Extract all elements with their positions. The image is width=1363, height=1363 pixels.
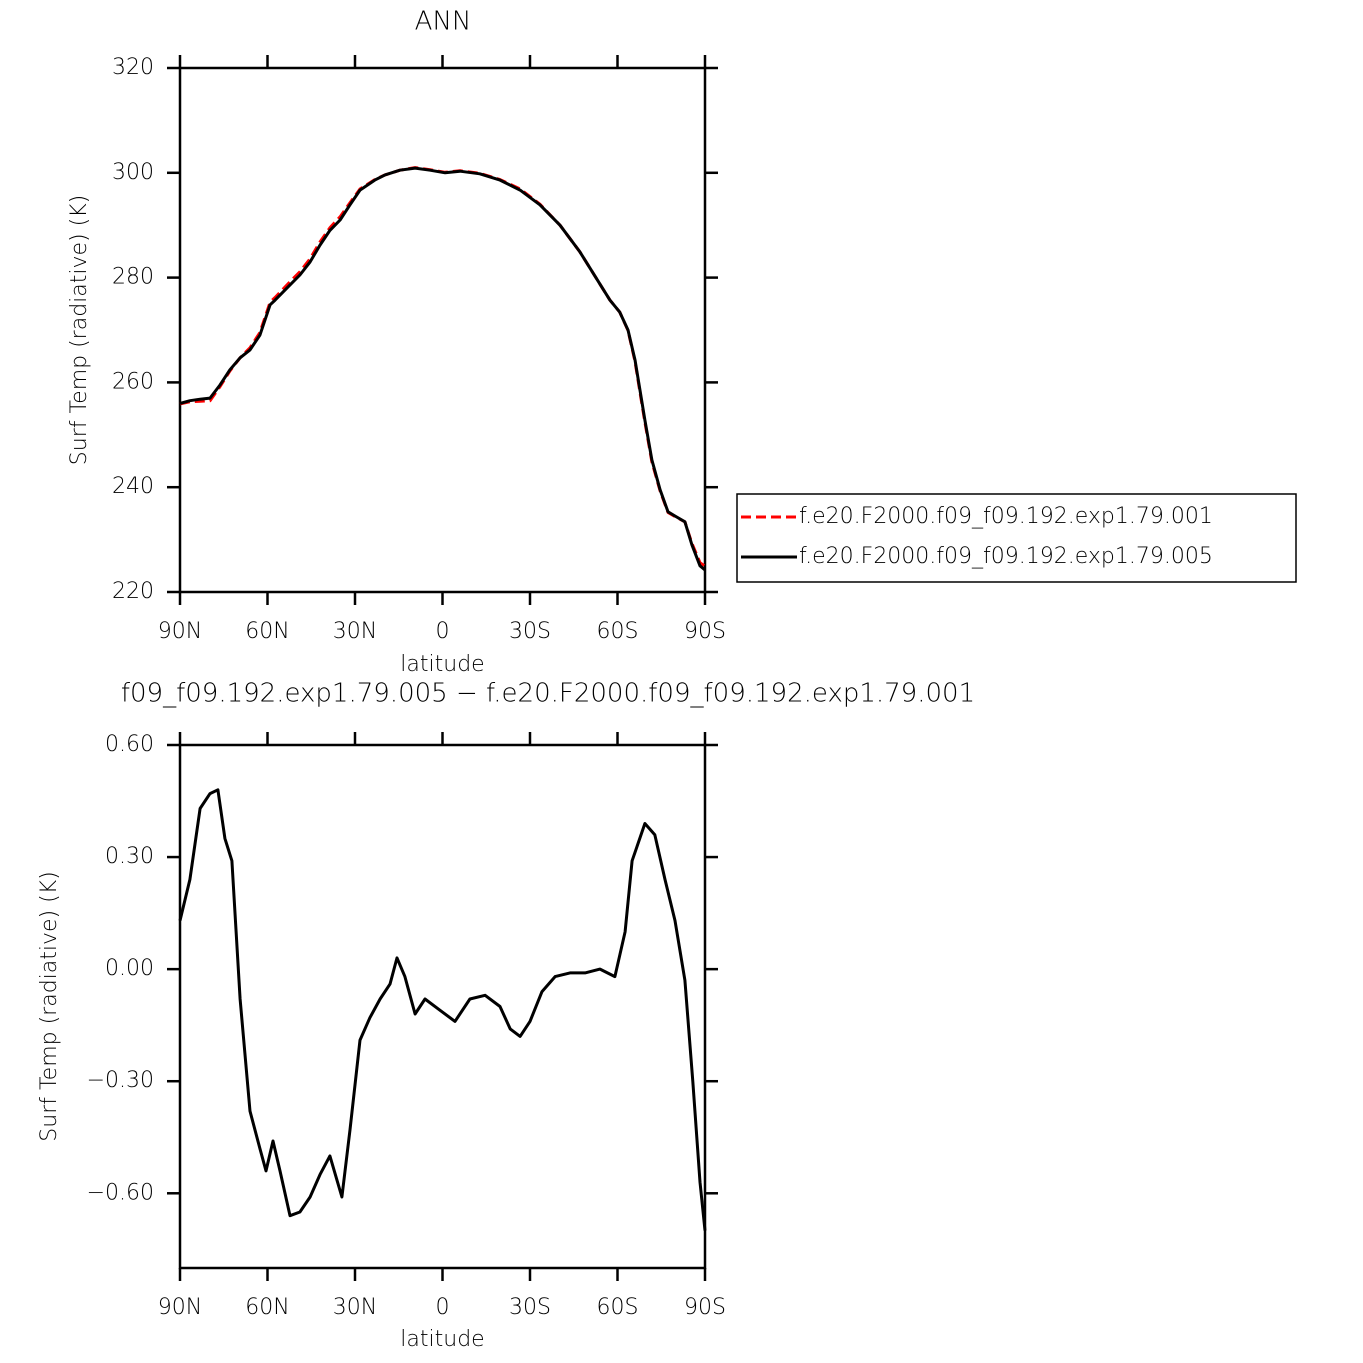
y-tick-label: 0.30 (105, 844, 154, 869)
chart-title: ANN (415, 7, 472, 37)
x-tick-label: 90S (684, 619, 726, 644)
y-tick-label: −0.60 (87, 1180, 154, 1205)
y-tick-label: 300 (112, 160, 154, 185)
x-tick-label: 60S (597, 1295, 639, 1320)
y-tick-label: 280 (112, 265, 154, 290)
chart-title: f09_f09.192.exp1.79.005 − f.e20.F2000.f0… (121, 679, 975, 709)
y-tick-label: 0.60 (105, 732, 154, 757)
x-tick-label: 0 (436, 619, 450, 644)
legend-label: f.e20.F2000.f09_f09.192.exp1.79.001 (799, 504, 1213, 529)
y-tick-label: 0.00 (105, 956, 154, 981)
data-line (179, 166, 706, 572)
y-axis-label: Surf Temp (radiative) (K) (37, 871, 62, 1141)
y-tick-label: 320 (112, 55, 154, 80)
y-tick-label: 220 (112, 579, 154, 604)
y-tick-label: −0.30 (87, 1068, 154, 1093)
x-tick-label: 30N (333, 1295, 377, 1320)
x-tick-label: 60N (245, 1295, 289, 1320)
legend-box (736, 493, 1297, 583)
data-line (178, 788, 707, 1231)
legend-label: f.e20.F2000.f09_f09.192.exp1.79.005 (799, 544, 1213, 569)
x-tick-label: 30N (333, 619, 377, 644)
x-tick-label: 60N (245, 619, 289, 644)
y-tick-label: 240 (112, 474, 154, 499)
x-tick-label: 90N (158, 1295, 202, 1320)
x-tick-label: 60S (597, 619, 639, 644)
y-tick-label: 260 (112, 369, 154, 394)
x-tick-label: 90N (158, 619, 202, 644)
x-tick-label: 30S (509, 1295, 551, 1320)
x-tick-label: 90S (684, 1295, 726, 1320)
x-tick-label: 0 (436, 1295, 450, 1320)
y-axis-label: Surf Temp (radiative) (K) (67, 195, 92, 465)
x-axis-label: latitude (400, 652, 484, 677)
x-tick-label: 30S (509, 619, 551, 644)
x-axis-label: latitude (400, 1327, 484, 1352)
data-line (179, 166, 706, 568)
plot-frame (178, 743, 707, 1270)
